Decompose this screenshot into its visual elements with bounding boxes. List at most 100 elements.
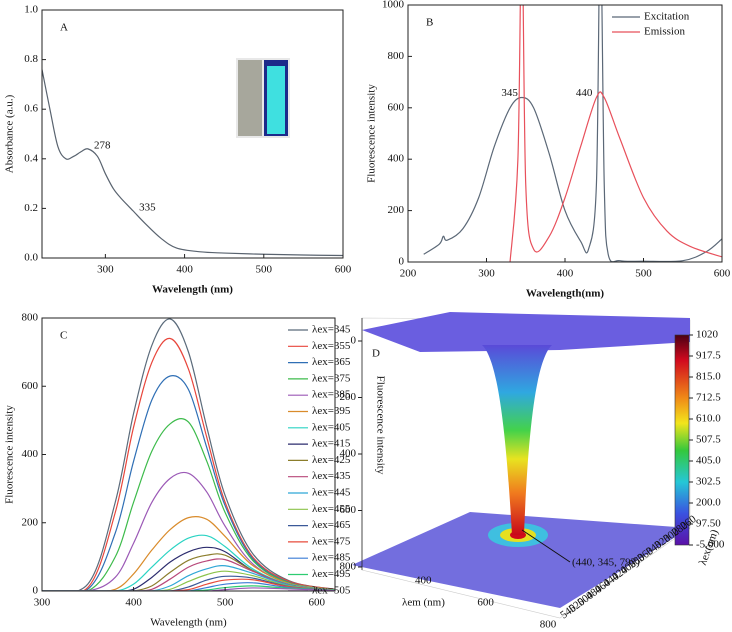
annotation-arrow [521,529,571,563]
y-axis-label: Fluorescence intensity [4,405,16,504]
colorbar-label: -5.000 [696,539,725,551]
colorbar-label: 200.0 [696,497,721,509]
legend-label: λex=435 [312,470,351,482]
annotation: (440, 345, 797) [572,557,640,569]
legend-label: λex=375 [312,372,351,384]
series-line [42,585,335,591]
colorbar-label: 610.0 [696,413,721,425]
y-tick-label: 0.2 [24,202,38,214]
legend-label: λex=345 [312,324,351,336]
legend-label: Emission [644,26,685,38]
y-tick-label: 400 [22,448,39,460]
legend-label: λex=365 [312,356,351,368]
series-line [42,417,335,591]
series-line [42,337,335,591]
y-tick-label: 800 [22,312,39,324]
y-tick-label: 0.4 [24,152,38,164]
series-line [42,471,335,591]
x-tick-label: 300 [478,268,495,280]
series-line [42,575,335,591]
panel-label: A [60,22,68,34]
z-tick-label: 800 [340,561,357,573]
series-line [42,318,335,591]
z-tick-label: 600 [340,504,357,516]
x-tick-label: 800 [540,619,557,631]
colorbar-label: 712.5 [696,392,721,404]
legend-label: λex=415 [312,438,351,450]
x-tick-label: 400 [125,597,142,609]
z-axis-label: Fluorescence intensity [374,376,386,475]
x-tick-label: 500 [256,264,273,276]
x-axis-label: Wavelength (nm) [152,284,233,296]
legend-label: λex=475 [312,535,351,547]
x-tick-label: 600 [335,264,352,276]
colorbar [674,334,690,546]
x-tick-label: 300 [97,264,114,276]
series-line [42,515,335,591]
legend-label: λex=355 [312,340,351,352]
x-tick-label: 500 [217,597,234,609]
legend-label: λex=465 [312,519,351,531]
colorbar-label: 405.0 [696,455,721,467]
x-tick-label: 400 [557,268,574,280]
series-line [42,558,335,591]
y-tick-label: 200 [22,516,39,528]
z-tick-label: 400 [340,448,357,460]
annotation: 440 [576,87,593,99]
y-tick-label: 0.0 [24,252,38,264]
legend-label: λex=455 [312,503,351,515]
plot-frame [407,4,723,263]
x-tick-label: 500 [635,268,652,280]
panel-label: C [60,330,67,342]
series-line [42,375,335,591]
x-axis-label: Wavelength (nm) [150,617,227,629]
series-line [42,534,335,591]
x-tick-label: 600 [308,597,325,609]
plot-frame [41,317,336,592]
colorbar-label: 1020 [696,329,719,341]
y-tick-label: 0.8 [24,53,38,65]
series-line [423,5,722,262]
y-tick-label: 800 [388,50,405,62]
x-axis-label: λem (nm) [402,597,445,609]
x-tick-label: 400 [176,264,193,276]
panel-label: B [426,17,433,29]
x-tick-label: 400 [415,575,432,587]
y-tick-label: 400 [388,153,405,165]
y-tick-label: 0 [33,585,39,597]
x-axis-label: Wavelength(nm) [526,288,605,300]
series-line [42,69,343,257]
y-tick-label: 600 [22,380,39,392]
colorbar-label: 302.5 [696,476,721,488]
y-tick-label: 1000 [382,0,405,11]
series-line [42,587,335,591]
legend-label: λex=505 [312,584,351,596]
panel-label: D [372,348,380,360]
legend-label: λex=385 [312,389,351,401]
annotation: 278 [94,139,111,151]
y-tick-label: 1.0 [24,4,38,16]
series-line [42,582,335,591]
series-line [42,570,335,591]
legend-label: λex=485 [312,552,351,564]
legend-label: λex=425 [312,454,351,466]
y-axis-label: Fluorescence intensity [366,84,378,183]
z-tick-label: 200 [340,391,357,403]
colorbar-label: 507.5 [696,434,721,446]
series-line [509,5,722,262]
annotation: 345 [501,87,518,99]
y-tick-label: 0.6 [24,103,38,115]
surface-3d [352,312,691,619]
y-tick-label: 200 [388,204,405,216]
colorbar-label: 97.50 [696,518,721,530]
legend-label: λex=405 [312,421,351,433]
y-tick-label: 600 [388,101,405,113]
inset-photo [236,58,290,138]
x-tick-label: 600 [714,268,731,280]
x-tick-label: 300 [34,597,51,609]
series-line [42,564,335,591]
y-tick-label: 0 [399,256,405,268]
legend-label: λex=495 [312,568,351,580]
legend-label: λex=395 [312,405,351,417]
